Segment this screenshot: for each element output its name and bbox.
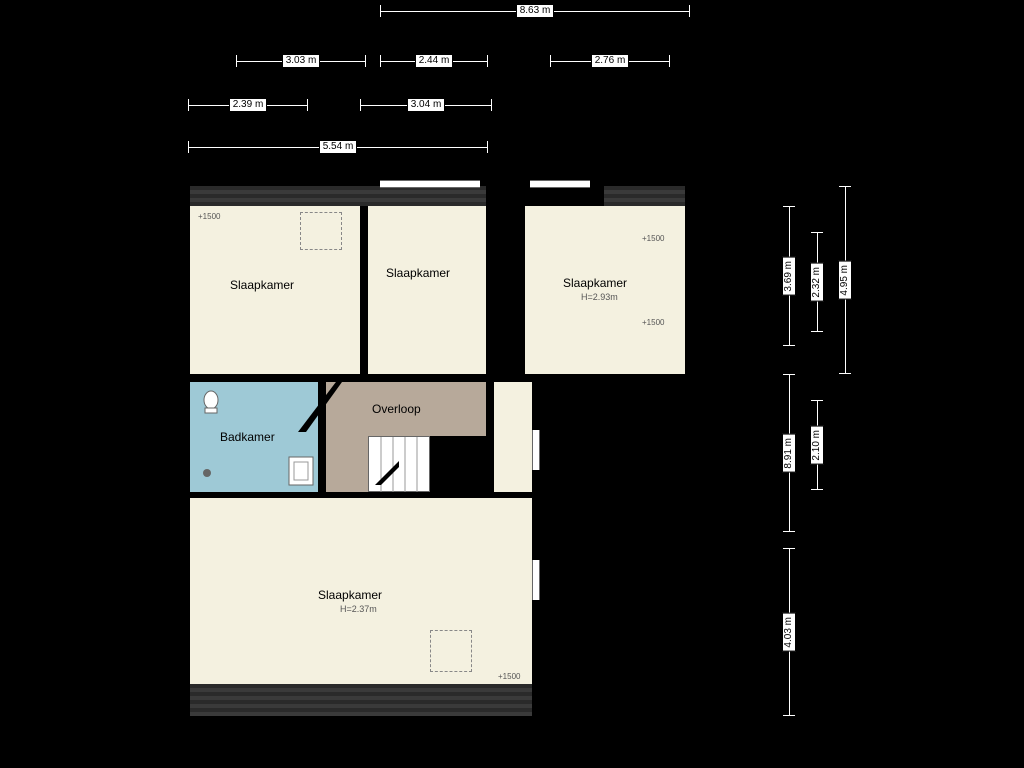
wall [532,492,538,720]
sink-icon [288,456,314,486]
dim-right-210: 2.10 m [810,400,824,490]
dim-top-244: 2.44 m [380,54,488,68]
label-bedroom-tl: Slaapkamer [230,278,294,292]
label-bathroom: Badkamer [220,430,275,444]
room-bedroom-tr: Slaapkamer H=2.93m [525,206,685,374]
wall [685,180,691,380]
window-right-1 [532,430,540,470]
floor-plan: { "type": "floorplan", "units": "m", "ba… [0,0,1024,768]
label-overloop: Overloop [372,402,421,416]
wall [519,374,691,380]
window-top-2 [530,180,590,188]
wall [318,382,326,434]
dim-right-403: 4.03 m [782,548,796,716]
room-overloop-lower [326,436,368,492]
dim-top-303: 3.03 m [236,54,366,68]
room-bedroom-tm: Slaapkamer [368,206,486,374]
sublabel-bedroom-bottom: H=2.37m [340,604,377,614]
wall [184,374,494,382]
label-bedroom-bottom: Slaapkamer [318,588,382,602]
wall [486,374,538,382]
dim-top-total: 8.63 m [380,4,690,18]
stair-well [368,436,430,492]
drain-icon [202,468,212,478]
label-bedroom-tm: Slaapkamer [386,266,450,280]
skylight-marker-1 [300,212,342,250]
label-bedroom-tr: Slaapkamer [563,276,627,290]
tag-1500-4: +1500 [498,672,520,681]
tag-1500-3: +1500 [642,318,664,327]
dim-right-232: 2.32 m [810,232,824,332]
dim-top-276: 2.76 m [550,54,670,68]
room-overloop: Overloop [326,382,486,436]
wall [360,206,368,378]
wall [430,436,436,492]
skylight-marker-2 [430,630,472,672]
tag-1500-2: +1500 [642,234,664,243]
sublabel-bedroom-tr: H=2.93m [581,292,618,302]
dim-right-891: 8.91 m [782,374,796,532]
room-bedroom-bottom: Slaapkamer H=2.37m [190,498,534,684]
window-top-1 [380,180,480,188]
window-right-2 [532,560,540,600]
roof-hatch-bottom [190,684,534,716]
wall [519,180,525,380]
stairs-icon [369,437,431,493]
wall [486,180,494,380]
wall [184,716,538,722]
toilet-icon [202,390,220,414]
dim-top-554: 5.54 m [188,140,488,154]
wall [184,180,190,720]
dim-top-239: 2.39 m [188,98,308,112]
dim-right-495: 4.95 m [838,186,852,374]
dim-right-369: 3.69 m [782,206,796,346]
tag-1500-1: +1500 [198,212,220,221]
roof-hatch-top [190,186,486,206]
dim-top-304: 3.04 m [360,98,492,112]
wall [184,492,538,498]
